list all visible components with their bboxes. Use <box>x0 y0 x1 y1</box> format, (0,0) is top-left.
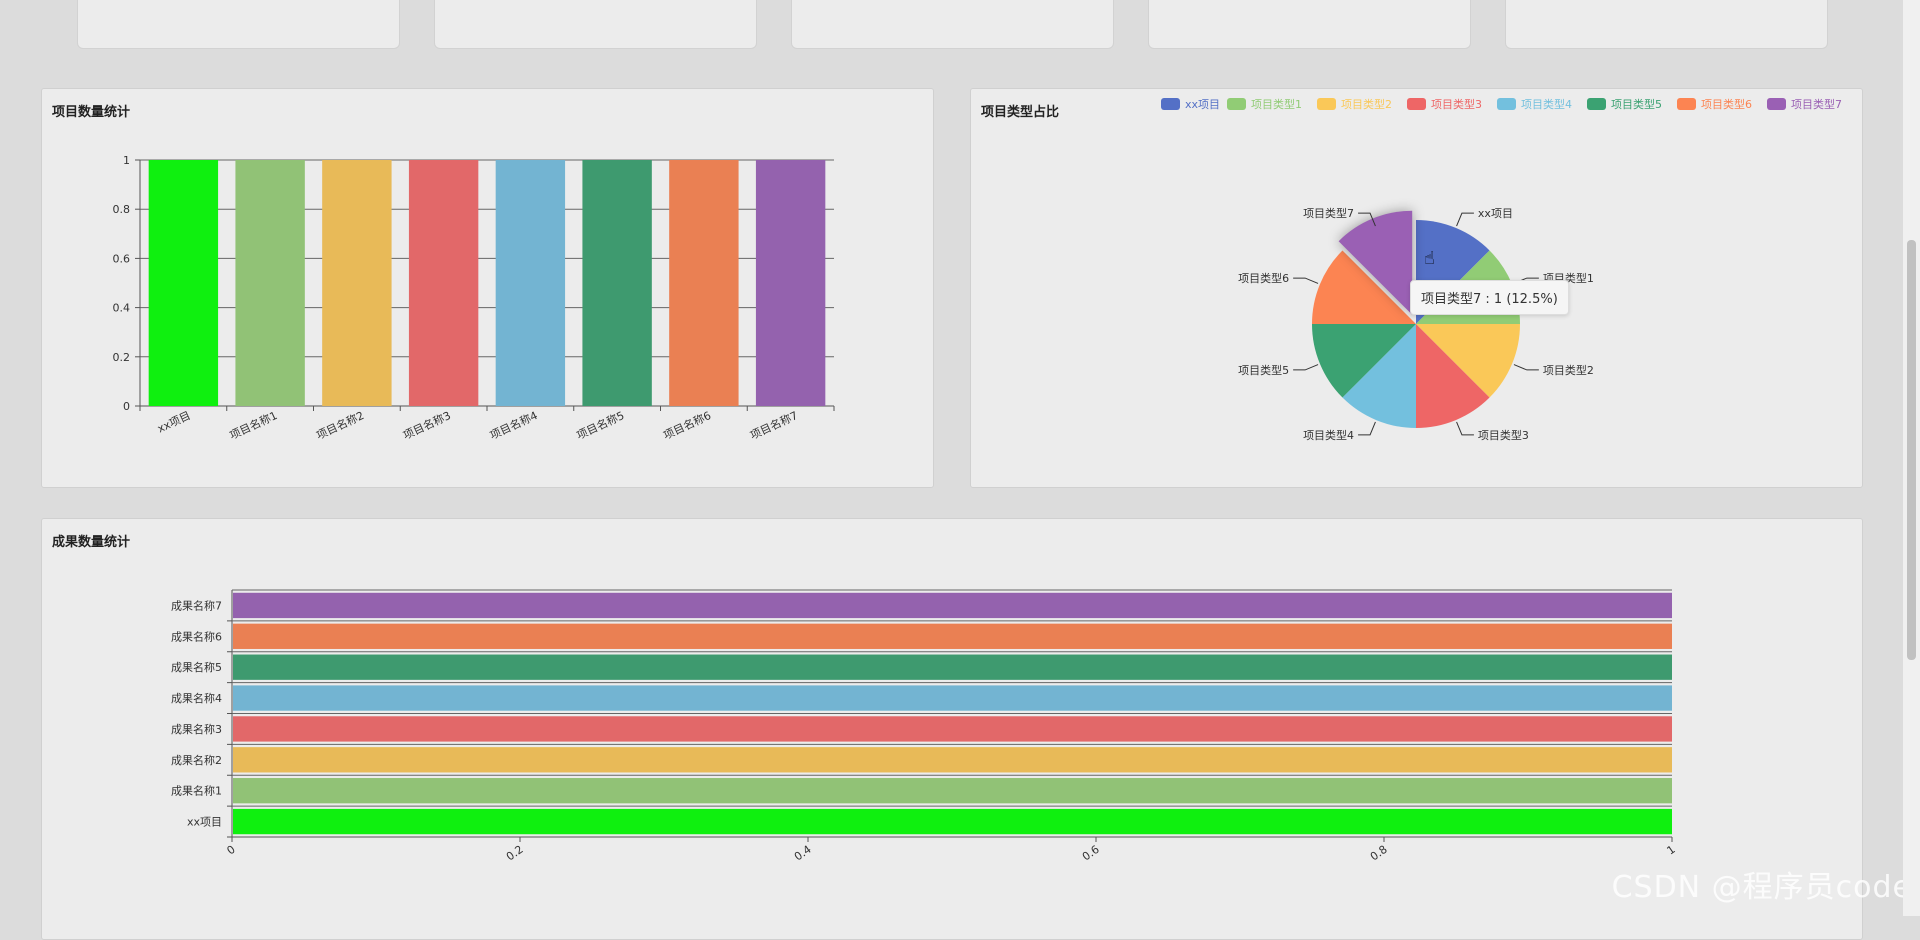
summary-card-3 <box>791 0 1114 49</box>
pie-label-line <box>1456 212 1474 227</box>
project-count-panel: 项目数量统计 0 0.2 0.4 0.6 0.8 1 xx项目 项目名称1 项目名称2 项目名称3… <box>41 88 934 488</box>
summary-card-1 <box>77 0 400 49</box>
pie-label: 项目类型5 <box>1238 363 1289 377</box>
project-type-chart[interactable]: xx项目 项目类型1 项目类型2 项目类型3 项目类型4 项目类型5 项目类型6 项目类型7 x… <box>971 89 1862 487</box>
result-count-panel: 成果数量统计 0 0.2 0.4 0.6 0.8 1 xx项目 成果名称1 成果名称2 成果名称3… <box>41 518 1863 940</box>
pie-slice-3 <box>1416 324 1490 428</box>
y-tick-label: 0.8 <box>113 203 131 216</box>
bar-6 <box>669 160 739 406</box>
bar-3 <box>408 160 479 406</box>
x-tick-label: xx项目 <box>155 409 192 436</box>
bar-1 <box>235 160 305 406</box>
pie-label: 项目类型6 <box>1238 271 1289 285</box>
hbar-6 <box>233 623 1672 649</box>
result-count-chart: 0 0.2 0.4 0.6 0.8 1 xx项目 成果名称1 成果名称2 成果名称3 成果名称4 成果… <box>171 589 1678 864</box>
legend-swatch <box>1497 98 1516 110</box>
scrollbar-thumb[interactable] <box>1907 240 1916 660</box>
x-tick-label: 0.2 <box>504 843 526 864</box>
x-tick-label: 项目名称4 <box>488 408 540 442</box>
bar-5 <box>582 160 652 406</box>
hbar-2 <box>233 747 1672 773</box>
summary-card-4 <box>1148 0 1471 49</box>
hbar-4 <box>233 685 1672 711</box>
x-tick-label: 0 <box>225 843 238 858</box>
pie-slice-6 <box>1312 250 1416 324</box>
x-tick-label: 项目名称7 <box>748 408 800 442</box>
x-tick-label: 项目名称2 <box>314 408 366 442</box>
x-tick-label: 项目名称1 <box>227 408 279 442</box>
project-count-chart: 0 0.2 0.4 0.6 0.8 1 xx项目 项目名称1 项目名称2 项目名称3 项目名称4 项目… <box>113 154 835 442</box>
hbar-7 <box>233 592 1672 619</box>
x-tick-label: 0.6 <box>1080 843 1102 864</box>
legend-label: 项目类型7 <box>1791 97 1842 111</box>
result-count-title: 成果数量统计 <box>52 535 131 550</box>
pie-label: 项目类型2 <box>1543 363 1594 377</box>
pie-label-line <box>1513 364 1539 371</box>
x-tick-label: 项目名称5 <box>574 408 626 442</box>
summary-card-2 <box>434 0 757 49</box>
legend-label: 项目类型2 <box>1341 97 1392 111</box>
legend-swatch <box>1767 98 1786 110</box>
y-tick-label: 1 <box>123 154 130 167</box>
pie-label: 项目类型7 <box>1303 206 1354 220</box>
y-tick-label: 0.2 <box>113 351 131 364</box>
y-tick-label: 成果名称4 <box>171 691 222 705</box>
pie-label: xx项目 <box>1478 207 1513 220</box>
watermark: CSDN @程序员code <box>1611 870 1912 905</box>
project-type-title: 项目类型占比 <box>981 105 1060 120</box>
y-tick-label: 成果名称3 <box>171 722 222 736</box>
legend-swatch <box>1161 98 1180 110</box>
legend-swatch <box>1227 98 1246 110</box>
pie-label-line <box>1293 277 1319 284</box>
x-tick-label: 0.8 <box>1368 843 1390 864</box>
x-tick-label: 0.4 <box>792 843 814 864</box>
bar-2 <box>322 160 392 406</box>
legend-label: 项目类型6 <box>1701 97 1752 111</box>
hbar-3 <box>233 716 1672 742</box>
legend-label: 项目类型3 <box>1431 97 1482 111</box>
pie-slice-5 <box>1312 324 1416 398</box>
page-scrollbar[interactable] <box>1903 0 1920 916</box>
legend-swatch <box>1407 98 1426 110</box>
legend-label: xx项目 <box>1185 98 1220 111</box>
pie-slice-7 <box>1338 210 1413 315</box>
y-tick-label: 成果名称2 <box>171 753 222 767</box>
hbar-1 <box>233 778 1672 804</box>
legend-label: 项目类型5 <box>1611 97 1662 111</box>
pie-slice-4 <box>1342 324 1416 428</box>
pie-label-line <box>1456 421 1474 436</box>
x-tick-label: 项目名称3 <box>401 408 453 442</box>
pie-label-line <box>1358 212 1376 227</box>
project-count-title: 项目数量统计 <box>52 105 131 120</box>
hand-cursor-icon: ☝ <box>1424 248 1435 269</box>
hbar-5 <box>233 654 1672 680</box>
pie-tooltip: 项目类型7 : 1 (12.5%) <box>1410 280 1569 315</box>
x-tick-label: 1 <box>1665 843 1678 858</box>
bar-4 <box>495 160 566 406</box>
legend-swatch <box>1587 98 1606 110</box>
pie-slice-2 <box>1416 324 1520 398</box>
y-tick-label: 成果名称7 <box>171 598 222 612</box>
legend-swatch <box>1317 98 1336 110</box>
y-tick-label: 成果名称1 <box>171 784 222 798</box>
legend-label: 项目类型4 <box>1521 97 1572 111</box>
y-tick-label: 成果名称5 <box>171 660 222 674</box>
pie-label: 项目类型3 <box>1478 428 1529 442</box>
y-tick-label: 0 <box>123 400 130 413</box>
hbar-0 <box>233 808 1672 835</box>
pie-label: 项目类型4 <box>1303 428 1354 442</box>
pie-label-line <box>1358 421 1376 436</box>
bar-7 <box>755 160 826 406</box>
y-tick-label: 成果名称6 <box>171 629 222 643</box>
y-tick-label: 0.6 <box>113 252 131 265</box>
legend-label: 项目类型1 <box>1251 97 1302 111</box>
summary-card-5 <box>1505 0 1828 49</box>
y-tick-label: xx项目 <box>187 816 222 829</box>
legend-swatch <box>1677 98 1696 110</box>
x-tick-label: 项目名称6 <box>661 408 713 442</box>
bar-0 <box>148 160 219 406</box>
y-tick-label: 0.4 <box>113 302 131 315</box>
pie-label-line <box>1293 364 1319 371</box>
